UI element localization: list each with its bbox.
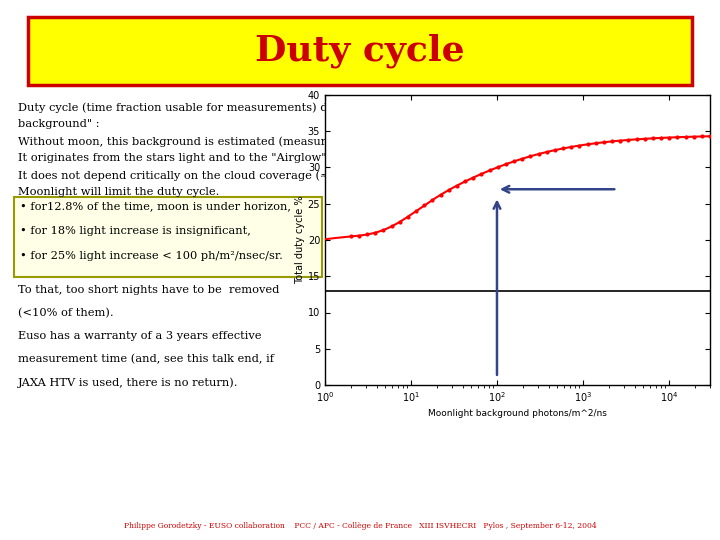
Text: • for 25% light increase < 100 ph/m²/nsec/sr.: • for 25% light increase < 100 ph/m²/nse… <box>20 251 283 261</box>
Text: JAXA HTV is used, there is no return).: JAXA HTV is used, there is no return). <box>18 377 238 388</box>
Text: • for12.8% of the time, moon is under horizon,: • for12.8% of the time, moon is under ho… <box>20 201 291 211</box>
Text: • for 18% light increase is insignificant,: • for 18% light increase is insignifican… <box>20 226 251 236</box>
Text: Philippe Gorodetzky - EUSO collaboration    PCC / APC - Collège de France   XIII: Philippe Gorodetzky - EUSO collaboration… <box>124 522 596 530</box>
Text: It originates from the stars light and to the "Airglow": It originates from the stars light and t… <box>18 153 326 163</box>
Text: measurement time (and, see this talk end, if: measurement time (and, see this talk end… <box>18 354 274 364</box>
Bar <box>14 197 322 277</box>
Text: It does not depend critically on the cloud coverage (≈ +20%): It does not depend critically on the clo… <box>18 170 372 180</box>
Text: To that, too short nights have to be  removed: To that, too short nights have to be rem… <box>18 285 279 295</box>
Text: (<10% of them).: (<10% of them). <box>18 308 114 318</box>
Text: Euso has a warranty of a 3 years effective: Euso has a warranty of a 3 years effecti… <box>18 331 261 341</box>
Bar <box>28 17 692 85</box>
Text: Without moon, this background is estimated (measured) to 300 ph/m²/nsec/sr: Without moon, this background is estimat… <box>18 136 469 146</box>
Text: Moonlight will limit the duty cycle.: Moonlight will limit the duty cycle. <box>18 187 220 197</box>
Text: Duty cycle: Duty cycle <box>255 33 465 68</box>
X-axis label: Moonlight background photons/m^2/ns: Moonlight background photons/m^2/ns <box>428 409 607 418</box>
Text: Duty cycle (time fraction usable for measurements) depends on the "photon: Duty cycle (time fraction usable for mea… <box>18 102 458 112</box>
Text: background" :: background" : <box>18 119 99 129</box>
Y-axis label: Total duty cycle %: Total duty cycle % <box>295 195 305 284</box>
